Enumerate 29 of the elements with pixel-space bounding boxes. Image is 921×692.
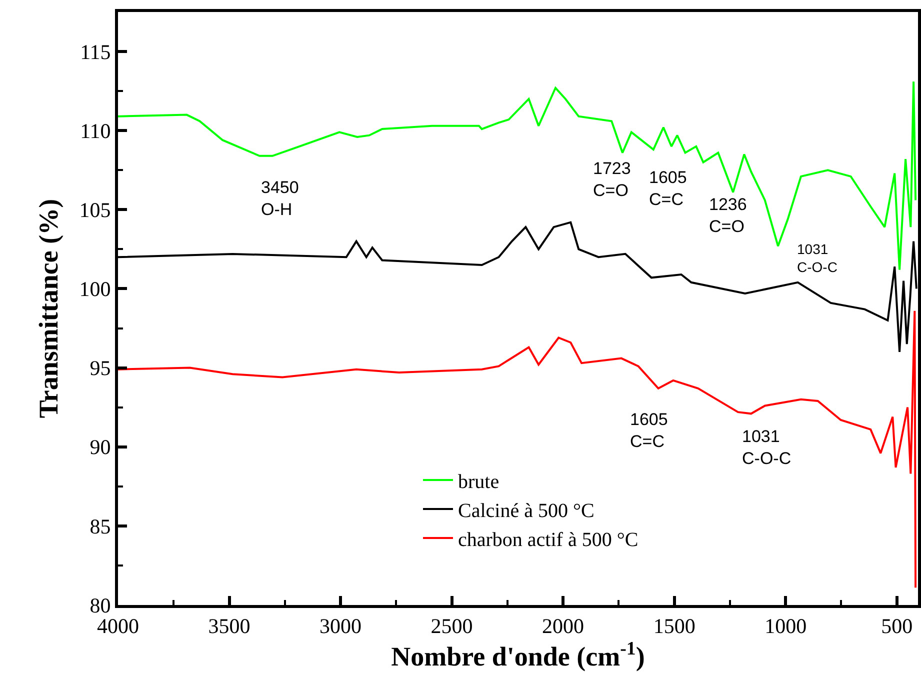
x-tick-label: 1000: [764, 614, 807, 638]
legend-label: charbon actif à 500 °C: [458, 528, 638, 551]
y-tick-label: 95: [90, 356, 111, 380]
line-series: [118, 80, 917, 271]
y-tick-label: 105: [79, 198, 111, 222]
y-axis-title: Transmittance (%): [33, 198, 64, 418]
legend-label: brute: [458, 470, 500, 493]
y-tick-label: 90: [90, 435, 111, 460]
annotation: 1031 C-O-C: [742, 427, 792, 468]
x-tick-label: 3500: [208, 614, 250, 638]
annotation: 1236 C=O: [709, 195, 747, 236]
annotation: 3450 O-H: [261, 178, 299, 220]
legend-label: Calciné à 500 °C: [458, 500, 594, 522]
annotation: 1031 C-O-C: [797, 241, 838, 276]
y-tick-label: 115: [80, 40, 111, 64]
x-tick-label: 2500: [430, 614, 473, 638]
annotation: 1605 C=C: [630, 410, 668, 452]
x-tick-label: 3000: [320, 614, 362, 638]
annotation: 1605 C=C: [649, 168, 687, 210]
x-axis-title: Nombre d'onde (cm$^{-1}$): [391, 638, 645, 672]
y-tick-label: 100: [79, 277, 111, 302]
line-series: [118, 310, 917, 589]
line-series: [118, 221, 918, 353]
x-tick-label: 2000: [542, 614, 584, 638]
y-tick-label: 85: [90, 514, 111, 538]
y-tick-label: 110: [80, 118, 111, 143]
x-tick-label: 500: [881, 614, 913, 638]
annotation: 1723 C=O: [593, 159, 631, 200]
x-tick-label: 1500: [653, 614, 696, 638]
